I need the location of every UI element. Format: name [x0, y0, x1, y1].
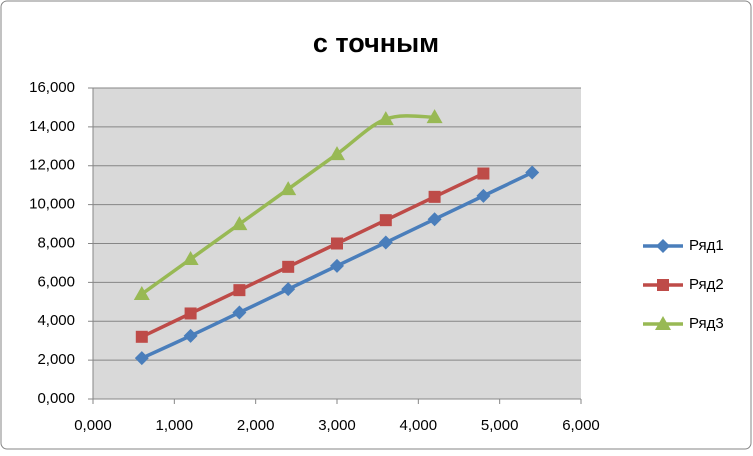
legend-marker — [655, 316, 671, 330]
x-tick-label: 2,000 — [237, 417, 275, 434]
y-tick-label: 2,000 — [37, 351, 75, 368]
y-tick-label: 6,000 — [37, 273, 75, 290]
y-tick-label: 0,000 — [37, 390, 75, 407]
marker — [476, 188, 491, 203]
marker — [378, 235, 393, 250]
marker — [184, 307, 197, 320]
marker — [133, 286, 150, 301]
marker — [377, 111, 394, 126]
x-tick-label: 5,000 — [481, 417, 519, 434]
y-tick-label: 16,000 — [29, 79, 75, 96]
marker — [135, 330, 148, 343]
marker — [183, 328, 198, 343]
x-tick-label: 0,000 — [74, 417, 112, 434]
marker — [426, 109, 443, 124]
marker — [329, 146, 345, 161]
legend-marker — [657, 279, 669, 291]
marker — [525, 165, 540, 180]
marker — [330, 258, 344, 273]
legend-label: Ряд3 — [689, 315, 724, 332]
legend-label: Ряд2 — [689, 276, 724, 293]
marker — [282, 260, 295, 273]
marker — [281, 282, 296, 297]
marker — [232, 305, 247, 320]
marker — [233, 284, 246, 297]
y-tick-label: 14,000 — [29, 118, 75, 135]
x-tick-label: 6,000 — [562, 417, 600, 434]
marker — [428, 190, 441, 203]
y-tick-label: 8,000 — [37, 234, 75, 251]
y-tick-label: 12,000 — [29, 157, 75, 174]
x-tick-label: 1,000 — [156, 417, 194, 434]
y-tick-label: 10,000 — [29, 196, 75, 213]
y-tick-label: 4,000 — [37, 312, 75, 329]
marker — [331, 237, 343, 250]
marker — [231, 216, 248, 231]
marker — [182, 251, 199, 266]
chart-title: с точным — [313, 28, 439, 58]
marker — [280, 181, 297, 196]
x-tick-label: 3,000 — [318, 417, 356, 434]
marker — [134, 351, 149, 366]
marker — [477, 167, 490, 180]
marker — [379, 214, 392, 227]
legend-marker — [656, 239, 670, 253]
x-tick-label: 4,000 — [400, 417, 438, 434]
legend-label: Ряд1 — [689, 237, 724, 254]
marker — [427, 212, 442, 227]
